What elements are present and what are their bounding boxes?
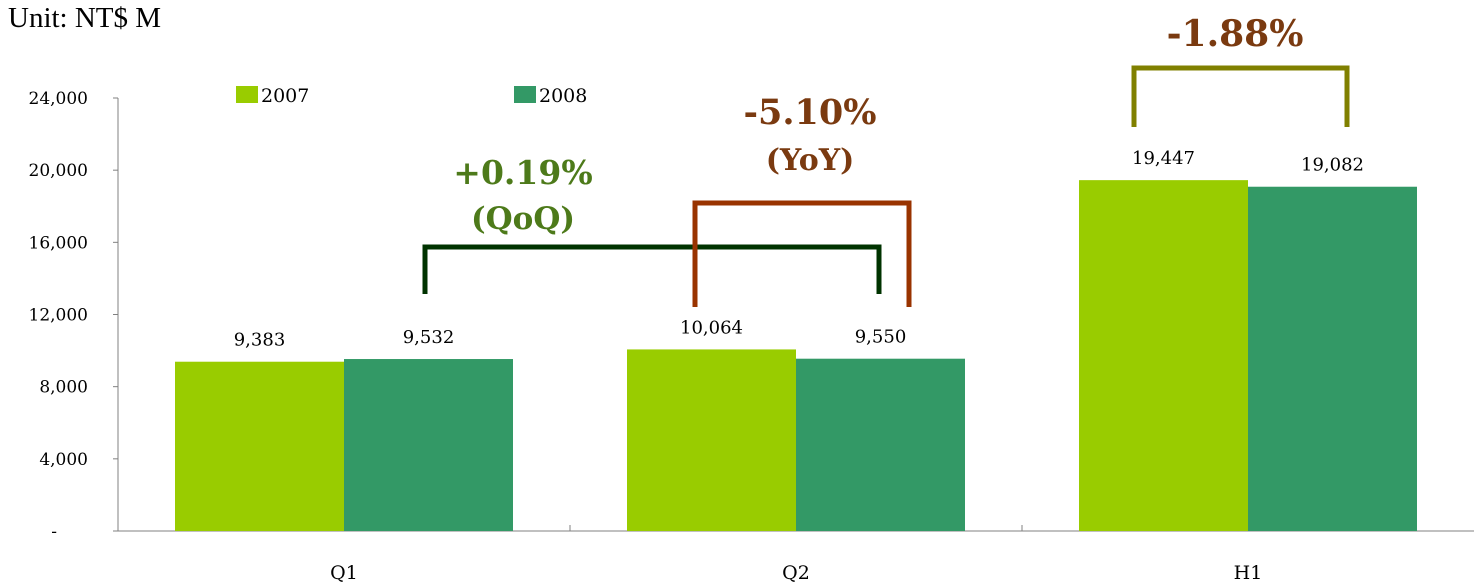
bar-2007-q1: [175, 361, 344, 531]
x-tick-label: Q1: [330, 562, 358, 584]
legend-swatch-2007: [236, 86, 258, 103]
annotation-qoq-line2: (QoQ): [471, 201, 575, 237]
bracket-qoq: [422, 244, 882, 294]
x-tick-label: Q2: [782, 562, 810, 584]
legend-label-2007: 2007: [261, 85, 309, 107]
annotation-yoy-line1: -5.10%: [743, 92, 876, 133]
annotation-yoy-line2: (YoY): [766, 143, 855, 178]
y-tick-label: -: [51, 522, 57, 542]
data-label: 10,064: [680, 317, 743, 338]
y-tick-label: 8,000: [39, 378, 88, 398]
y-tick-label: 24,000: [29, 89, 88, 109]
data-label: 19,082: [1301, 155, 1364, 176]
legend-background: [133, 70, 690, 136]
bar-2007-h1: [1079, 180, 1248, 531]
legend-label-2008: 2008: [539, 85, 587, 107]
data-label: 19,447: [1132, 148, 1195, 169]
y-tick-label: 4,000: [39, 450, 88, 470]
bar-2008-h1: [1248, 186, 1417, 531]
y-tick-label: 12,000: [29, 306, 88, 326]
bracket-yoy: [692, 200, 912, 307]
legend-swatch-2008: [514, 86, 536, 103]
y-tick-label: 20,000: [29, 161, 88, 181]
data-label: 9,532: [403, 327, 455, 348]
bar-2008-q2: [796, 358, 965, 531]
x-tick-label: H1: [1234, 562, 1263, 584]
unit-label: Unit: NT$ M: [8, 2, 162, 34]
bar-2008-q1: [344, 359, 513, 531]
annotation-qoq-line1: +0.19%: [453, 153, 592, 192]
data-label: 9,383: [234, 330, 286, 351]
annotation-h1-line1: -1.88%: [1167, 13, 1304, 55]
bar-2007-q2: [627, 349, 796, 531]
data-label: 9,550: [855, 327, 907, 348]
bracket-h1: [1131, 65, 1350, 127]
y-tick-label: 16,000: [29, 233, 88, 253]
